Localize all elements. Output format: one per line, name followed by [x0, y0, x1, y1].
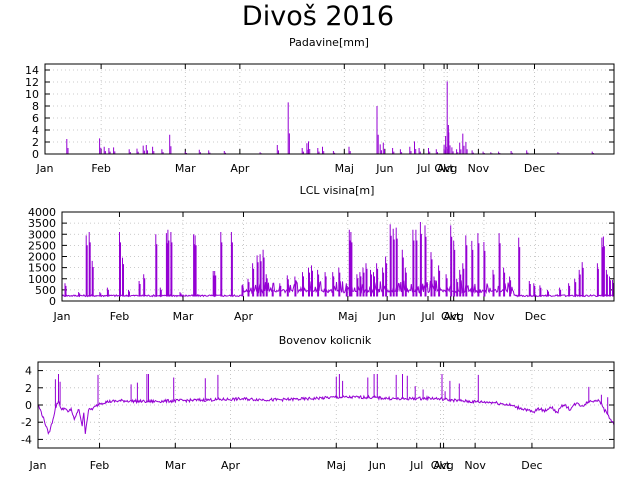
bowen-ratio-ytick-label: 4	[25, 365, 32, 378]
bowen-ratio-ytick-label: 2	[25, 382, 32, 395]
precipitation-ytick-label: 6	[32, 112, 39, 125]
lcl-height-xtick-label-dec: Dec	[525, 310, 546, 323]
precipitation-xtick-label-avg: Avg	[437, 162, 457, 175]
precipitation-ytick-label: 12	[25, 76, 39, 89]
lcl-height-ytick-label: 1000	[28, 273, 56, 286]
precipitation-xtick-label-nov: Nov	[468, 162, 490, 175]
lcl-height-ytick-label: 3000	[28, 228, 56, 241]
precipitation-xtick-label-feb: Feb	[91, 162, 110, 175]
bowen-ratio-xtick-label-maj: Maj	[327, 459, 346, 472]
lcl-height-xtick-label-nov: Nov	[473, 310, 495, 323]
precipitation-xtick-label-dec: Dec	[524, 162, 545, 175]
bowen-ratio-xtick-label-feb: Feb	[90, 459, 109, 472]
lcl-height-ytick-label: 1500	[28, 262, 56, 275]
lcl-height-ytick-label: 3500	[28, 217, 56, 230]
lcl-height-xtick-label-avg: Avg	[444, 310, 464, 323]
bowen-ratio-title: Bovenov kolicnik	[279, 334, 372, 347]
bowen-ratio-xtick-label-jun: Jun	[368, 459, 386, 472]
lcl-height-xtick-label-feb: Feb	[110, 310, 129, 323]
precipitation-xtick-label-maj: Maj	[335, 162, 354, 175]
bowen-ratio-xtick-label-mar: Mar	[165, 459, 186, 472]
main-title: Divoš 2016	[242, 1, 394, 32]
bowen-ratio-xtick-label-nov: Nov	[464, 459, 486, 472]
lcl-height-panel: LCL visina[m] 05001000150020002500300035…	[28, 184, 615, 323]
bowen-ratio-plot-frame	[37, 361, 615, 449]
precipitation-xtick-label-apr: Apr	[230, 162, 250, 175]
precipitation-xtick-label-jul: Jul	[416, 162, 430, 175]
bowen-ratio-xtick-label-dec: Dec	[521, 459, 542, 472]
lcl-height-xtick-label-jan: Jan	[53, 310, 71, 323]
bowen-ratio-ytick-label: -4	[21, 433, 32, 446]
precipitation-ytick-label: 2	[32, 136, 39, 149]
bowen-ratio-series-line	[37, 374, 615, 435]
lcl-height-ytick-label: 2000	[28, 251, 56, 264]
lcl-height-xtick-label-okt: Okt	[441, 310, 461, 323]
lcl-height-ytick-label: 500	[35, 284, 56, 297]
lcl-height-title: LCL visina[m]	[300, 184, 375, 197]
lcl-height-ytick-label: 4000	[28, 206, 56, 219]
precipitation-ytick-label: 10	[25, 88, 39, 101]
bowen-ratio-panel: Bovenov kolicnik -4 -2 0 2 4 Jan Feb Mar Apr Maj J…	[21, 334, 615, 472]
lcl-height-xtick-label-jun: Jun	[378, 310, 396, 323]
lcl-height-ytick-label: 2500	[28, 239, 56, 252]
bowen-ratio-xtick-label-jan: Jan	[29, 459, 47, 472]
precipitation-ytick-label: 14	[25, 64, 39, 77]
precipitation-title: Padavine[mm]	[289, 36, 369, 49]
precipitation-xtick-label-jan: Jan	[36, 162, 54, 175]
precipitation-xtick-label-okt: Okt	[434, 162, 454, 175]
lcl-height-series-line	[61, 222, 615, 298]
bowen-ratio-ytick-label: 0	[25, 399, 32, 412]
lcl-height-ytick-label: 0	[49, 295, 56, 308]
bowen-ratio-xtick-label-okt: Okt	[431, 459, 451, 472]
lcl-height-xtick-label-mar: Mar	[173, 310, 194, 323]
precipitation-xtick-label-jun: Jun	[375, 162, 393, 175]
bowen-ratio-xtick-label-avg: Avg	[433, 459, 453, 472]
lcl-height-xtick-label-apr: Apr	[234, 310, 254, 323]
bowen-ratio-ytick-label: -2	[21, 416, 32, 429]
precipitation-ytick-label: 4	[32, 124, 39, 137]
lcl-height-xtick-label-maj: Maj	[338, 310, 357, 323]
precipitation-plot-frame	[44, 63, 615, 155]
precipitation-ytick-label: 8	[32, 100, 39, 113]
bowen-ratio-xtick-label-jul: Jul	[409, 459, 423, 472]
precipitation-ytick-label: 0	[32, 148, 39, 161]
precipitation-xtick-label-mar: Mar	[175, 162, 196, 175]
lcl-height-plot-frame	[61, 211, 615, 302]
bowen-ratio-xtick-label-apr: Apr	[221, 459, 241, 472]
lcl-height-xtick-label-jul: Jul	[420, 310, 434, 323]
